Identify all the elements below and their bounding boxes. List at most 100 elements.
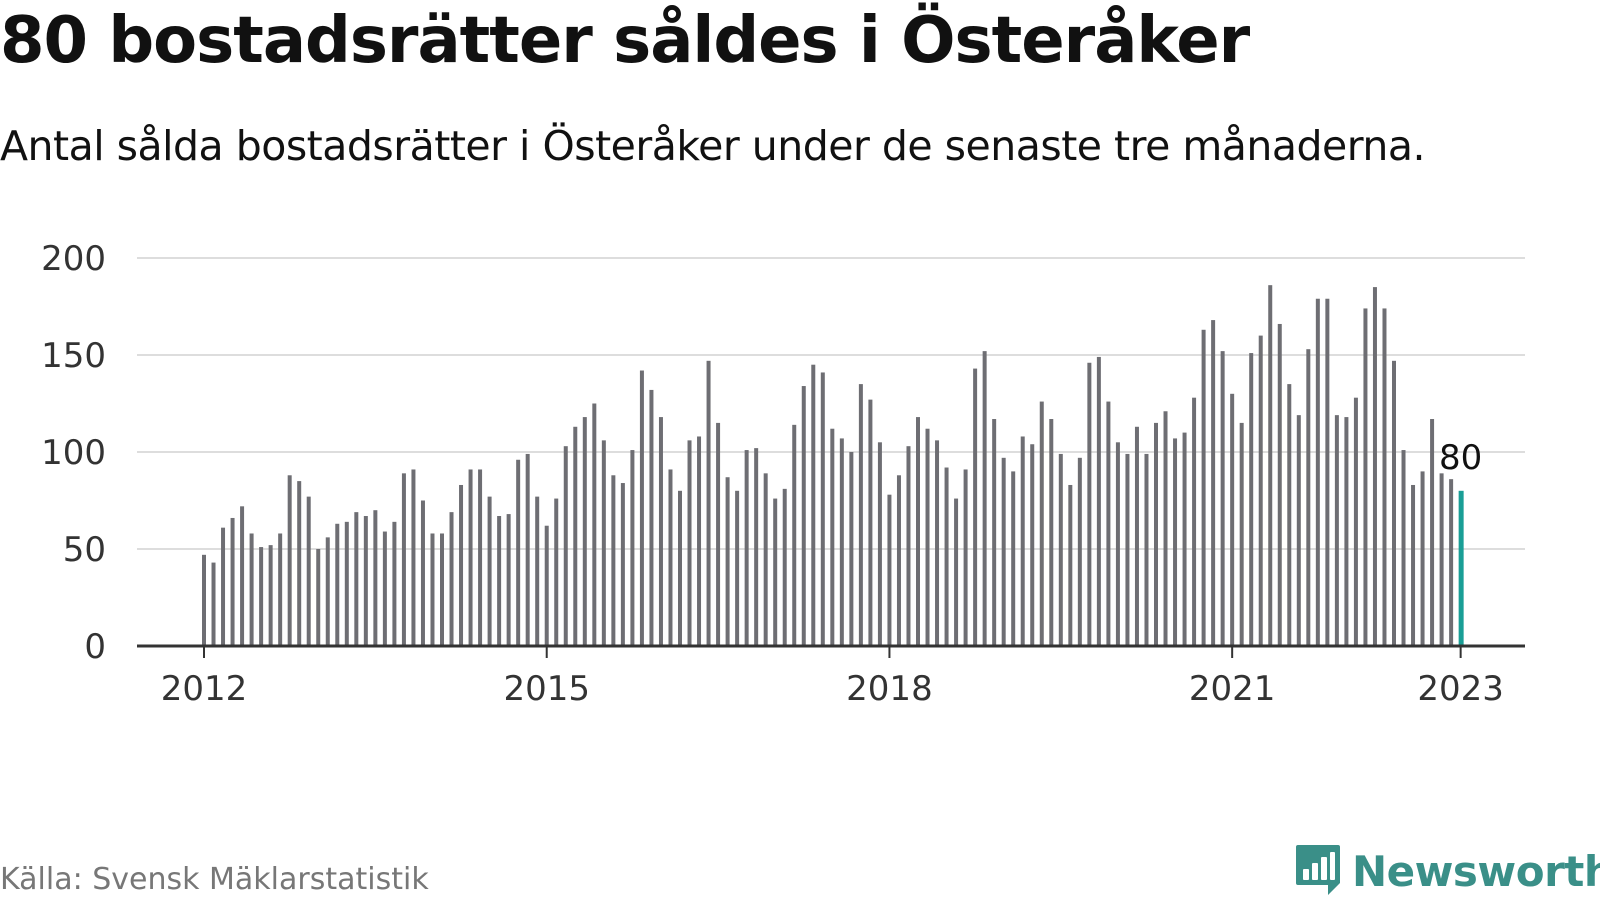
bar [620, 483, 625, 646]
bar [706, 360, 711, 646]
bar-highlight [1458, 490, 1464, 646]
bar [420, 500, 425, 646]
bar [1173, 438, 1178, 646]
bar [697, 436, 702, 646]
bar [944, 467, 949, 646]
bar [935, 440, 940, 646]
bar [259, 547, 264, 646]
bar [678, 490, 682, 646]
bar [592, 403, 597, 646]
bar [459, 484, 464, 646]
bar [373, 510, 378, 646]
bar [1315, 298, 1320, 646]
bar [221, 527, 226, 646]
bar [1220, 351, 1225, 646]
bar [554, 498, 559, 646]
x-axis-ticks: 2012 2015 2018 2021 2023 [161, 646, 1504, 709]
bar [1258, 335, 1263, 646]
bar [1020, 436, 1025, 646]
bar [449, 512, 454, 646]
bar [839, 438, 844, 646]
y-tick-label: 100 [41, 433, 106, 473]
bar [1449, 479, 1454, 646]
bar [1115, 442, 1120, 646]
bar [392, 521, 397, 646]
x-tick-label: 2015 [503, 669, 590, 709]
bar [525, 453, 530, 646]
bar [1249, 353, 1254, 646]
bar [1011, 471, 1016, 646]
bar [1077, 457, 1082, 646]
bar [363, 516, 368, 646]
x-tick-label: 2018 [846, 669, 933, 709]
bar [896, 475, 901, 646]
newsworthy-chart-bubble-icon [1296, 845, 1340, 895]
bar [230, 517, 235, 646]
bar [1420, 471, 1425, 646]
bar [1087, 362, 1092, 646]
bar [240, 506, 245, 646]
newsworthy-logo[interactable]: Newsworthy [1294, 843, 1600, 899]
bar [297, 481, 302, 646]
last-value-label: 80 [1439, 438, 1482, 478]
bar [973, 368, 978, 646]
bar [782, 488, 787, 646]
bar [249, 533, 254, 646]
bar [1106, 401, 1111, 646]
bar [849, 452, 854, 646]
bar [1049, 419, 1054, 646]
bar [1058, 453, 1063, 646]
bar [773, 498, 778, 646]
bar [811, 364, 816, 646]
bar [497, 516, 502, 646]
bar [1411, 484, 1416, 646]
bar [716, 422, 721, 646]
bar [1353, 397, 1358, 646]
bar [754, 448, 759, 646]
bar [611, 475, 616, 646]
bar [963, 469, 968, 646]
bar [1039, 401, 1044, 646]
bar [1382, 308, 1387, 646]
bar [344, 521, 349, 646]
bar [601, 440, 606, 646]
bar [1392, 360, 1396, 646]
bar [639, 370, 644, 646]
bar [382, 531, 387, 646]
bar [468, 469, 473, 646]
x-tick-label: 2023 [1417, 669, 1504, 709]
x-tick-label: 2021 [1189, 669, 1276, 709]
bar [649, 389, 654, 646]
bar [325, 537, 330, 646]
chart-title: 80 bostadsrätter såldes i Österåker [0, 4, 1250, 78]
bar [725, 477, 730, 646]
bar [1277, 323, 1282, 646]
bar [1192, 397, 1197, 646]
bar [1030, 444, 1035, 646]
bar [544, 525, 549, 646]
bar [516, 459, 521, 646]
bar [401, 473, 406, 646]
bar [1182, 432, 1187, 646]
bar [658, 417, 663, 646]
bar [1239, 422, 1244, 646]
bar [1230, 393, 1235, 646]
bar [1096, 356, 1101, 646]
bar [916, 417, 920, 646]
bar [287, 475, 292, 646]
bar [1325, 298, 1330, 646]
bar [1363, 308, 1368, 646]
bar [1144, 453, 1149, 646]
bar [1334, 415, 1339, 646]
bar [563, 446, 568, 646]
bar [573, 426, 578, 646]
bar [1268, 285, 1273, 646]
y-tick-label: 200 [41, 239, 106, 279]
bar [1401, 450, 1406, 646]
bars [202, 285, 1464, 646]
bar [1154, 422, 1158, 646]
bar [268, 545, 273, 646]
bar [1163, 411, 1168, 646]
bar [582, 417, 587, 646]
bar [1134, 426, 1139, 646]
